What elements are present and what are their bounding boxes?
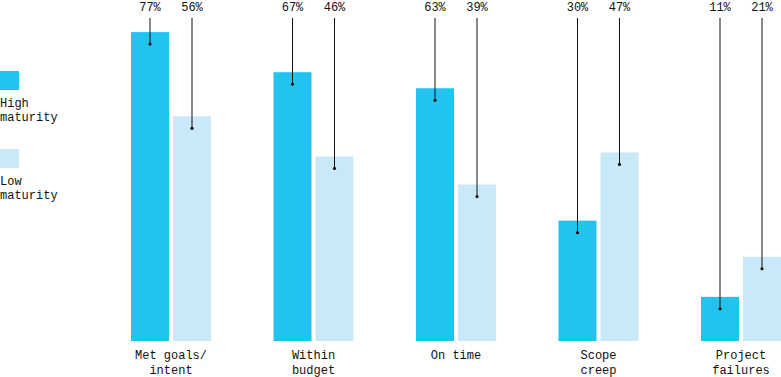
legend-label-line: Low [0, 175, 22, 189]
bar [274, 72, 312, 341]
category-label-line: On time [431, 349, 481, 363]
data-label: 47% [609, 1, 631, 15]
label-dot [760, 267, 763, 270]
label-dot [475, 195, 478, 198]
legend-label-line: High [0, 97, 29, 111]
category-label: Projectfailures [712, 349, 770, 377]
label-leader [292, 18, 293, 84]
label-leader [334, 18, 335, 168]
data-label: 21% [751, 1, 773, 15]
label-dot [148, 42, 151, 45]
label-leader [150, 18, 151, 44]
label-dot [333, 167, 336, 170]
label-leader [435, 18, 436, 100]
category-label-line: Within [292, 349, 335, 363]
label-dot [433, 99, 436, 102]
label-dot [291, 83, 294, 86]
label-leader [619, 18, 620, 164]
label-dot [618, 163, 621, 166]
category-label-line: intent [149, 364, 192, 377]
category-label: Met goals/intent [135, 349, 207, 377]
bar [743, 257, 781, 341]
category-label-line: creep [580, 364, 616, 377]
bar [416, 88, 454, 341]
data-label: 77% [139, 1, 161, 15]
label-dot [190, 127, 193, 130]
label-dot [576, 231, 579, 234]
category-label: Scopecreep [580, 349, 616, 377]
category-label-line: failures [712, 364, 770, 377]
bar [131, 32, 169, 341]
label-leader [192, 18, 193, 128]
bars [131, 32, 781, 341]
legend-swatch [0, 149, 19, 168]
category-label-line: Met goals/ [135, 349, 207, 363]
category-label-line: Project [716, 349, 766, 363]
data-label: 63% [424, 1, 446, 15]
data-label: 67% [282, 1, 304, 15]
legend-label: Highmaturity [0, 97, 58, 125]
legend-label: Lowmaturity [0, 175, 58, 203]
data-label: 39% [466, 1, 488, 15]
label-leader [577, 18, 578, 233]
bar [173, 116, 211, 341]
label-leader [762, 18, 763, 269]
data-label: 30% [567, 1, 589, 15]
legend-label-line: maturity [0, 111, 58, 125]
bar [601, 152, 639, 341]
legend-swatch [0, 71, 19, 90]
category-label: Withinbudget [292, 349, 335, 377]
label-leader [720, 18, 721, 309]
data-labels: 77% 67% 63% 30% 11% 56% 46% 39% 47% 21% [139, 1, 773, 310]
x-axis-labels: Met goals/intent Withinbudget On time Scope… [135, 349, 770, 377]
category-label: On time [431, 349, 481, 363]
label-leader [477, 18, 478, 197]
bar [316, 156, 354, 341]
data-label: 11% [709, 1, 731, 15]
bar [559, 221, 597, 341]
category-label-line: Scope [580, 349, 616, 363]
chart: 77% 67% 63% 30% 11% 56% 46% 39% 47% 21% Met goals/… [0, 0, 781, 377]
legend-label-line: maturity [0, 189, 58, 203]
bar [458, 185, 496, 341]
label-dot [718, 307, 721, 310]
category-label-line: budget [292, 364, 335, 377]
data-label: 46% [324, 1, 346, 15]
legend: HighmaturityLowmaturity [0, 71, 58, 203]
data-label: 56% [181, 1, 203, 15]
